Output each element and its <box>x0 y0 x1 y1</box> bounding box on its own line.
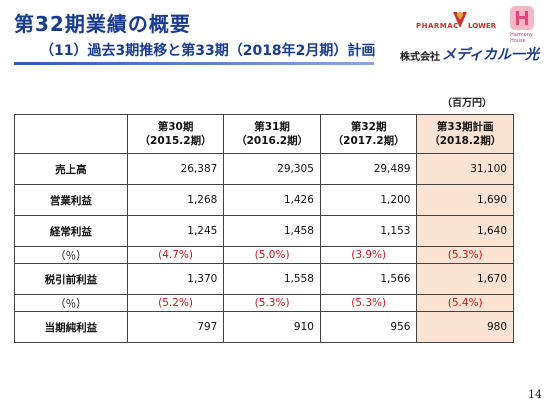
row-label: （％） <box>14 294 128 312</box>
flower-icon <box>453 12 467 28</box>
row-label: 経常利益 <box>14 215 128 247</box>
logo-harmony-text: Harmony House <box>510 32 533 44</box>
table-cell: 956 <box>319 311 418 343</box>
table-cell: 1,370 <box>126 263 225 295</box>
table-cell: 26,387 <box>126 153 225 185</box>
row-label: （％） <box>14 246 128 264</box>
harmony-house-icon <box>510 6 534 30</box>
table-row: 営業利益 1,268 1,426 1,200 1,690 <box>14 184 514 216</box>
column-header-plan: 第33期計画 （2018.2期） <box>416 114 514 154</box>
table-row: 税引前利益 1,370 1,558 1,566 1,670 <box>14 263 514 295</box>
logo-pharmac-text: PHARMAC <box>416 22 459 30</box>
table-cell: 1,153 <box>319 215 418 247</box>
table-cell: 1,268 <box>126 184 225 216</box>
table-row-percent: （％） (4.7%) (5.0%) (3.9%) (5.3%) <box>14 246 514 264</box>
column-header: 第31期 （2016.2期） <box>223 114 321 154</box>
table-cell-percent: (5.3%) <box>319 294 418 312</box>
page-subtitle: （11）過去3期推移と第33期（2018年2月期）計画 <box>40 43 376 59</box>
table-row: 経常利益 1,245 1,458 1,153 1,640 <box>14 215 514 247</box>
table-cell: 980 <box>416 311 514 343</box>
table-cell: 1,426 <box>223 184 321 216</box>
table-cell-percent: (3.9%) <box>319 246 418 264</box>
table-cell: 1,245 <box>126 215 225 247</box>
table-row-percent: （％） (5.2%) (5.3%) (5.3%) (5.4%) <box>14 294 514 312</box>
table-cell: 29,489 <box>319 153 418 185</box>
table-cell: 31,100 <box>416 153 514 185</box>
table-cell: 1,566 <box>319 263 418 295</box>
table-cell-percent: (5.3%) <box>416 246 514 264</box>
table-header-row: 第30期 （2015.2期） 第31期 （2016.2期） 第32期 （2017.2期… <box>14 114 514 154</box>
unit-label: （百万円） <box>442 98 492 109</box>
financial-table: 第30期 （2015.2期） 第31期 （2016.2期） 第32期 （2017.2期… <box>14 114 514 343</box>
column-header: 第32期 （2017.2期） <box>319 114 418 154</box>
table-row: 売上高 26,387 29,305 29,489 31,100 <box>14 153 514 185</box>
column-header: 第30期 （2015.2期） <box>126 114 225 154</box>
table-cell: 797 <box>126 311 225 343</box>
logo-company-name: メディカル一光 <box>442 47 540 63</box>
table-corner-cell <box>14 114 128 154</box>
table-cell: 1,200 <box>319 184 418 216</box>
table-cell: 1,690 <box>416 184 514 216</box>
logo-lower-text: LOWER <box>468 22 497 30</box>
logo-company-prefix: 株式会社 <box>400 52 440 63</box>
company-logo: PHARMAC LOWER Harmony House 株式会社 メディカル一光 <box>390 4 550 74</box>
table-row: 当期純利益 797 910 956 980 <box>14 311 514 343</box>
table-cell: 1,670 <box>416 263 514 295</box>
table-cell-percent: (4.7%) <box>126 246 225 264</box>
table-cell-percent: (5.4%) <box>416 294 514 312</box>
page-number: 14 <box>528 388 542 401</box>
row-label: 当期純利益 <box>14 311 128 343</box>
table-cell: 29,305 <box>223 153 321 185</box>
table-cell: 910 <box>223 311 321 343</box>
table-cell: 1,640 <box>416 215 514 247</box>
page-title: 第32期業績の概要 <box>14 12 191 36</box>
row-label: 税引前利益 <box>14 263 128 295</box>
title-underline <box>14 62 374 65</box>
table-cell: 1,458 <box>223 215 321 247</box>
table-cell-percent: (5.0%) <box>223 246 321 264</box>
table-cell-percent: (5.3%) <box>223 294 321 312</box>
table-cell-percent: (5.2%) <box>126 294 225 312</box>
row-label: 営業利益 <box>14 184 128 216</box>
row-label: 売上高 <box>14 153 128 185</box>
table-cell: 1,558 <box>223 263 321 295</box>
